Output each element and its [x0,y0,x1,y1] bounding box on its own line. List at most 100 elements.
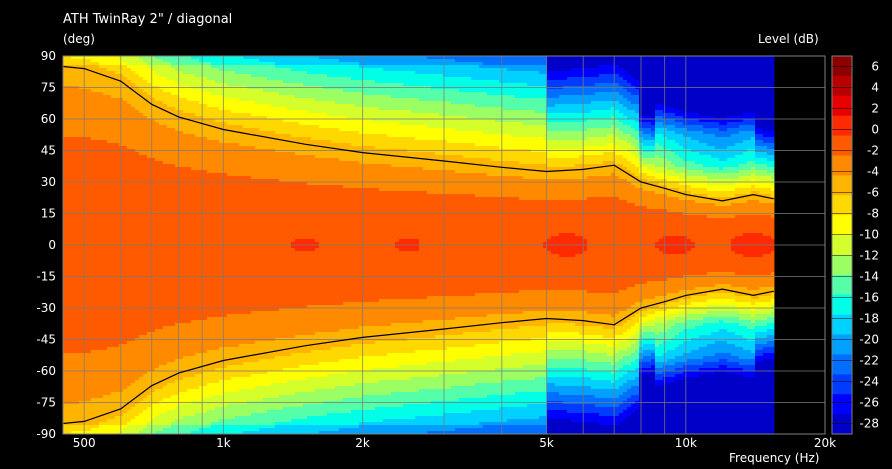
level-cell [95,179,100,183]
level-cell [99,293,104,297]
level-cell [63,251,68,255]
level-cell [99,305,104,309]
level-cell [75,404,80,408]
level-cell [107,134,112,138]
level-cell [103,254,108,258]
level-cell [71,140,76,144]
level-cell [83,341,88,345]
level-cell [83,365,88,369]
level-cell [99,233,104,237]
level-cell [87,356,92,360]
level-cell [91,68,96,72]
level-cell [79,98,84,102]
level-cell [79,248,84,252]
level-cell [91,119,96,123]
level-cell [103,98,108,102]
level-cell [67,230,72,234]
level-cell [87,425,92,429]
level-cell [79,266,84,270]
level-cell [75,182,80,186]
level-cell [67,68,72,72]
level-cell [91,176,96,180]
level-cell [99,107,104,111]
level-cell [67,323,72,327]
level-cell [87,131,92,135]
level-cell [67,254,72,258]
level-cell [75,368,80,372]
level-cell [75,158,80,162]
level-cell [75,329,80,333]
level-cell [71,113,76,117]
level-cell [91,347,96,351]
level-cell [75,374,80,378]
level-cell [83,119,88,123]
level-cell [75,227,80,231]
level-cell [107,239,112,243]
level-cell [63,92,68,96]
level-cell [95,365,100,369]
level-cell [67,140,72,144]
level-cell [79,164,84,168]
level-cell [71,383,76,387]
level-cell [67,155,72,159]
level-cell [107,197,112,201]
level-cell [103,134,108,138]
level-cell [87,308,92,312]
level-cell [107,101,112,105]
level-cell [91,146,96,150]
level-cell [71,410,76,414]
level-cell [95,428,100,432]
level-cell [95,191,100,195]
level-cell [79,332,84,336]
level-cell [79,152,84,156]
level-cell [83,197,88,201]
level-cell [71,320,76,324]
level-cell [71,209,76,213]
level-cell [71,122,76,126]
level-cell [83,407,88,411]
level-cell [87,407,92,411]
level-cell [87,350,92,354]
level-cell [87,242,92,246]
level-cell [91,188,96,192]
level-cell [75,302,80,306]
level-cell [95,389,100,393]
level-cell [75,242,80,246]
level-cell [71,281,76,285]
level-cell [71,215,76,219]
level-cell [79,419,84,423]
level-cell [95,104,100,108]
level-cell [87,392,92,396]
level-cell [67,194,72,198]
level-cell [99,341,104,345]
level-cell [75,299,80,303]
level-cell [107,89,112,93]
level-cell [79,371,84,375]
level-cell [75,320,80,324]
level-cell [95,320,100,324]
level-cell [67,359,72,363]
level-cell [71,263,76,267]
level-cell [63,179,68,183]
level-cell [63,425,68,429]
level-cell [87,326,92,330]
level-cell [103,407,108,411]
level-cell [79,374,84,378]
level-cell [63,167,68,171]
level-cell [95,143,100,147]
level-cell [63,146,68,150]
level-cell [67,389,72,393]
level-cell [71,398,76,402]
level-cell [103,122,108,126]
level-cell [75,59,80,63]
level-cell [67,302,72,306]
level-cell [63,398,68,402]
level-cell [87,272,92,276]
level-cell [87,368,92,372]
level-cell [103,428,108,432]
level-cell [91,80,96,84]
level-cell [71,428,76,432]
level-cell [75,236,80,240]
level-cell [75,95,80,99]
level-cell [75,203,80,207]
